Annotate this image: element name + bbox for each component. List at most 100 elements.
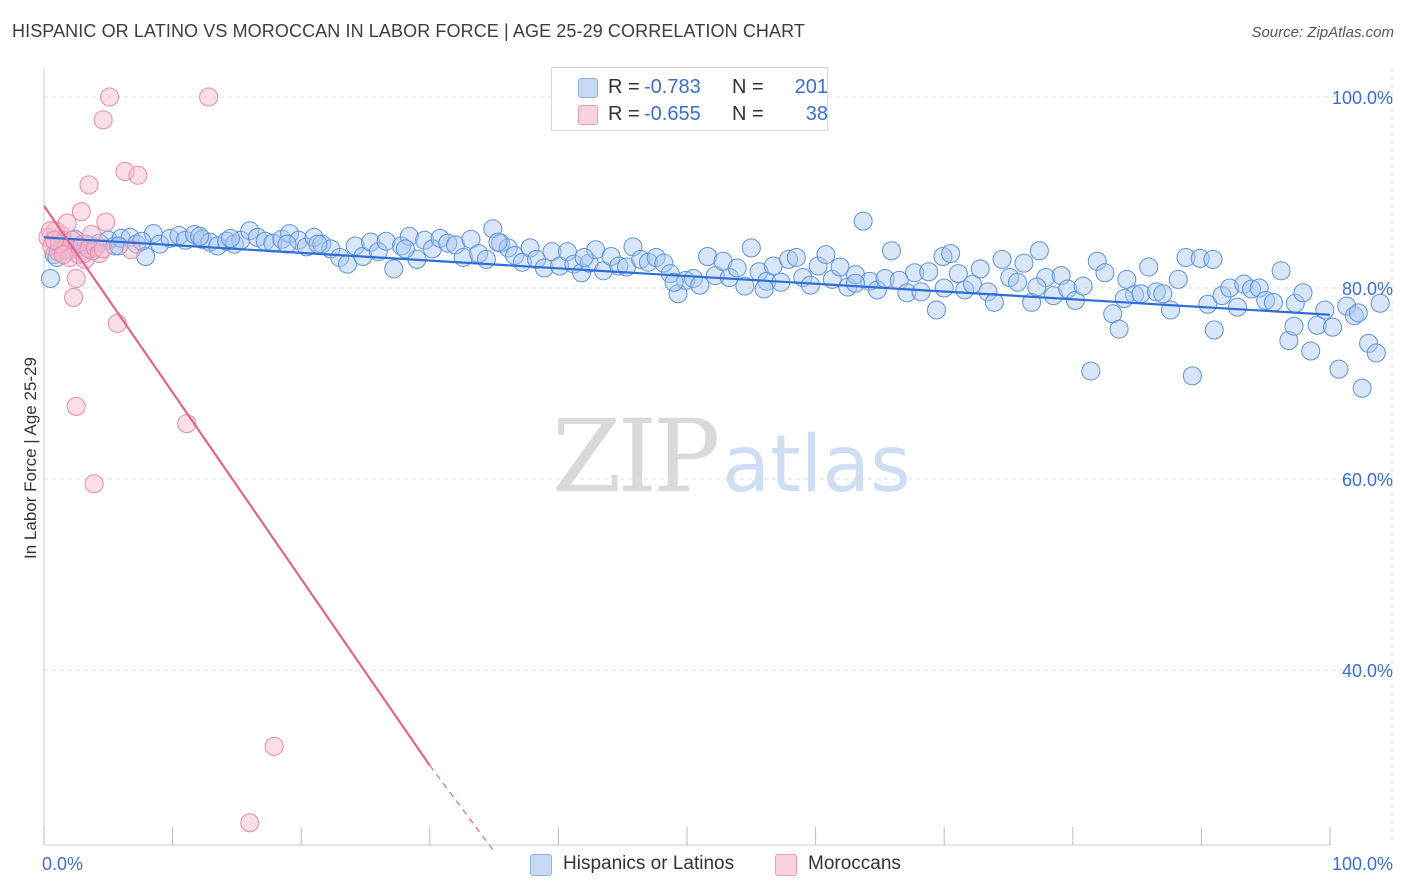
r-label: R = xyxy=(608,103,640,125)
data-point-hispanic xyxy=(1203,249,1223,269)
data-point-hispanic xyxy=(520,238,540,258)
watermark: ZIPatlas xyxy=(552,398,911,515)
data-point-hispanic xyxy=(808,256,828,276)
data-point-moroccan xyxy=(57,213,77,233)
r-value: -0.783 xyxy=(644,76,701,98)
hispanic-legend-swatch xyxy=(530,854,552,876)
data-point-hispanic xyxy=(289,230,309,250)
data-point-moroccan xyxy=(128,165,148,185)
data-point-hispanic xyxy=(240,221,260,241)
data-point-hispanic xyxy=(1370,293,1390,313)
data-point-hispanic xyxy=(978,282,998,302)
data-point-hispanic xyxy=(1161,300,1181,320)
hispanic-points xyxy=(40,211,1390,398)
data-point-hispanic xyxy=(631,249,651,269)
hispanic-swatch xyxy=(578,78,598,98)
data-point-hispanic xyxy=(190,226,210,246)
data-point-moroccan xyxy=(84,474,104,494)
data-point-hispanic xyxy=(830,257,850,277)
y-tick-label: 60.0% xyxy=(1342,470,1393,490)
data-point-hispanic xyxy=(376,231,396,251)
trend-line-moroccan-extension xyxy=(429,765,495,852)
data-point-hispanic xyxy=(1109,319,1129,339)
data-point-hispanic xyxy=(1117,269,1137,289)
data-point-hispanic xyxy=(1263,292,1283,312)
data-point-hispanic xyxy=(488,232,508,252)
n-label: N = xyxy=(732,103,764,125)
data-point-hispanic xyxy=(867,280,887,300)
data-point-hispanic xyxy=(926,300,946,320)
y-tick-label: 80.0% xyxy=(1342,279,1393,299)
data-point-hispanic xyxy=(646,247,666,267)
watermark-atlas: atlas xyxy=(722,420,911,510)
data-point-hispanic xyxy=(1279,331,1299,351)
trend-line-hispanic xyxy=(43,236,1331,316)
r-label: R = xyxy=(608,76,640,98)
data-point-hispanic xyxy=(438,233,458,253)
data-point-hispanic xyxy=(853,211,873,231)
data-point-hispanic xyxy=(1182,366,1202,386)
data-point-moroccan xyxy=(79,175,99,195)
n-value: 38 xyxy=(805,103,828,125)
data-point-hispanic xyxy=(361,232,381,252)
y-tick-label: 40.0% xyxy=(1342,661,1393,681)
data-point-hispanic xyxy=(654,253,674,273)
moroccan-swatch xyxy=(578,105,598,125)
data-point-moroccan xyxy=(85,238,105,258)
data-point-hispanic xyxy=(220,228,240,248)
data-point-hispanic xyxy=(1301,341,1321,361)
data-point-moroccan xyxy=(93,239,113,259)
data-point-hispanic xyxy=(1095,263,1115,283)
data-point-hispanic xyxy=(1139,257,1159,277)
data-point-hispanic xyxy=(1315,300,1335,320)
data-point-hispanic xyxy=(1271,261,1291,281)
data-point-hispanic xyxy=(308,234,328,254)
data-point-hispanic xyxy=(1146,282,1166,302)
legend-label: Moroccans xyxy=(808,853,901,874)
data-point-hispanic xyxy=(345,236,365,256)
data-point-moroccan xyxy=(40,221,60,241)
data-point-hispanic xyxy=(1029,241,1049,261)
data-point-hispanic xyxy=(136,246,156,266)
data-point-hispanic xyxy=(911,282,931,302)
data-point-hispanic xyxy=(955,280,975,300)
data-point-moroccan xyxy=(66,268,86,288)
chart-title: HISPANIC OR LATINO VS MOROCCAN IN LABOR … xyxy=(12,21,805,41)
data-point-moroccan xyxy=(93,110,113,130)
data-point-hispanic xyxy=(881,241,901,261)
data-point-hispanic xyxy=(609,256,629,276)
trend-lines xyxy=(43,205,1331,852)
data-point-hispanic xyxy=(572,263,592,283)
data-point-hispanic xyxy=(1348,303,1368,323)
tick-labels: 100.0% 80.0% 60.0% 40.0% 0.0% 100.0% xyxy=(42,88,1393,874)
data-point-hispanic xyxy=(1168,269,1188,289)
x-tick-label: 0.0% xyxy=(42,854,83,874)
data-point-hispanic xyxy=(664,272,684,292)
data-point-hispanic xyxy=(1227,297,1247,317)
data-point-hispanic xyxy=(754,279,774,299)
data-point-moroccan xyxy=(121,240,141,260)
data-point-hispanic xyxy=(1153,284,1173,304)
data-point-hispanic xyxy=(905,263,925,283)
data-point-hispanic xyxy=(498,238,518,258)
data-point-hispanic xyxy=(1008,272,1028,292)
data-point-hispanic xyxy=(557,242,577,262)
data-point-hispanic xyxy=(1293,283,1313,303)
data-point-hispanic xyxy=(399,226,419,246)
data-point-hispanic xyxy=(919,262,939,282)
r-value: -0.655 xyxy=(644,103,701,125)
data-point-moroccan xyxy=(240,813,260,833)
data-point-hispanic xyxy=(384,259,404,279)
data-point-hispanic xyxy=(816,245,836,265)
data-point-hispanic xyxy=(735,276,755,296)
data-point-moroccan xyxy=(66,396,86,416)
data-point-moroccan xyxy=(199,87,219,107)
data-point-hispanic xyxy=(1323,317,1343,337)
x-tick-label: 100.0% xyxy=(1332,854,1393,874)
stats-legend: R = -0.783 N = 201 R = -0.655 N = 38 xyxy=(551,67,828,131)
data-point-hispanic xyxy=(40,268,60,288)
data-point-hispanic xyxy=(941,244,961,264)
data-point-hispanic xyxy=(741,238,761,258)
data-point-hispanic xyxy=(505,246,525,266)
